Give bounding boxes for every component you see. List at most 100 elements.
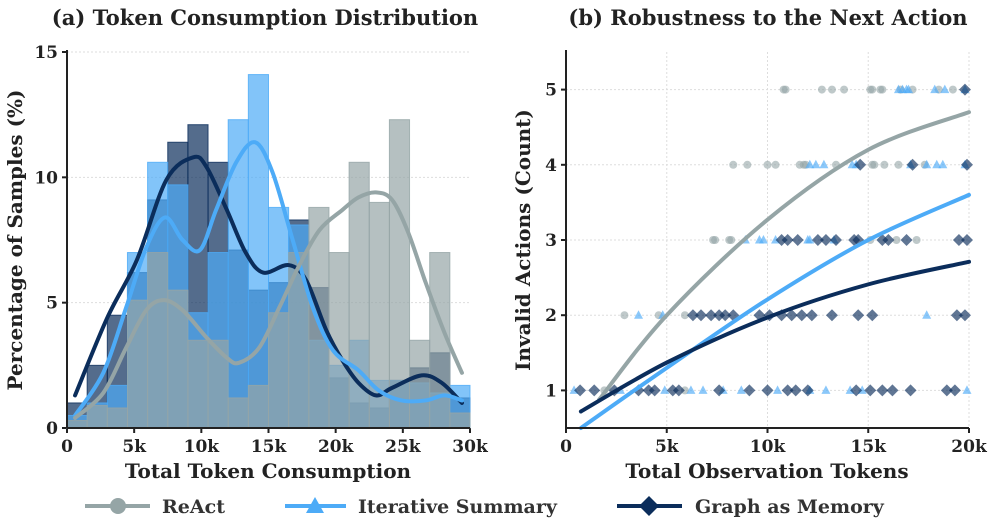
scatter-point <box>950 309 963 322</box>
y-tick-label: 1 <box>545 381 557 401</box>
scatter-point <box>866 309 879 322</box>
histogram-bar <box>147 252 169 429</box>
scatter-point <box>922 159 932 169</box>
scatter-point <box>789 384 802 397</box>
scatter-point <box>805 159 815 169</box>
scatter-point <box>830 234 843 246</box>
right-chart-title: (b) Robustness to the Next Action <box>568 5 967 30</box>
scatter-point <box>775 234 788 246</box>
histogram-bar <box>187 339 209 429</box>
scatter-point <box>713 309 726 322</box>
scatter-point <box>805 235 815 244</box>
x-tick-label: 10k <box>184 437 221 457</box>
scatter-point <box>882 234 895 246</box>
histogram-bar <box>247 74 270 429</box>
scatter-point <box>705 309 718 322</box>
scatter-point <box>758 235 768 244</box>
scatter-point <box>821 385 831 394</box>
x-tick-label: 10k <box>750 437 787 457</box>
kde-curve-react <box>73 190 464 420</box>
histogram-bar <box>106 407 128 429</box>
scatter-point <box>868 85 877 94</box>
kde-curve-graph-as-memory <box>73 154 464 405</box>
scatter-point <box>854 158 867 171</box>
y-tick-label: 5 <box>545 81 557 101</box>
scatter-point <box>795 309 808 322</box>
scatter-point <box>904 384 917 397</box>
scatter-point <box>642 384 655 397</box>
scatter-point <box>805 309 818 322</box>
histogram-bar <box>66 419 88 429</box>
scatter-point <box>743 160 752 169</box>
scatter-point <box>960 234 973 246</box>
scatter-point <box>711 236 720 244</box>
histogram-bar <box>227 397 249 429</box>
scatter-point <box>771 160 780 169</box>
circle-marker-icon <box>110 498 126 514</box>
scatter-point <box>773 385 783 394</box>
legend-label-graph-as-memory: Graph as Memory <box>695 496 885 518</box>
y-tick-label: 0 <box>46 419 58 439</box>
legend-item-graph-as-memory: Graph as Memory <box>617 496 885 518</box>
scatter-point <box>912 236 921 244</box>
scatter-point <box>695 309 708 322</box>
x-tick-label: 25k <box>385 437 422 457</box>
y-tick-label: 2 <box>545 306 557 326</box>
fit-curve-graph-as-memory <box>578 259 971 414</box>
scatter-point <box>819 234 832 246</box>
scatter-point <box>588 384 601 397</box>
scatter-point <box>574 384 587 397</box>
scatter-point <box>894 160 903 169</box>
scatter-point <box>781 85 790 94</box>
left-chart-title: (a) Token Consumption Distribution <box>52 5 478 30</box>
scatter-point <box>958 309 971 322</box>
scatter-point <box>940 84 950 94</box>
x-tick-label: 0 <box>61 437 73 457</box>
scatter-point <box>892 236 901 244</box>
right-y-axis-label: Invalid Actions (Count) <box>511 109 535 371</box>
scatter-point <box>743 384 756 397</box>
scatter-point <box>932 159 942 169</box>
scatter-point <box>811 234 824 246</box>
left-x-axis-label: Total Token Consumption <box>125 459 412 483</box>
scatter-point <box>713 384 726 397</box>
scatter-point <box>850 384 863 397</box>
scatter-point <box>781 234 794 246</box>
scatter-point <box>761 384 774 397</box>
scatter-point <box>680 311 689 320</box>
fit-curve-iterative-summary <box>578 192 971 430</box>
x-tick-label: 5k <box>655 437 680 457</box>
scatter-point <box>660 385 670 394</box>
scatter-point <box>686 385 696 394</box>
histogram-bar <box>126 299 149 429</box>
scatter-point <box>876 234 889 246</box>
scatter-point <box>736 385 746 394</box>
scatter-point <box>922 310 932 319</box>
x-tick-label: 20k <box>951 437 988 457</box>
scatter-point <box>852 309 865 322</box>
scatter-point <box>819 159 829 169</box>
triangle-marker-icon <box>306 497 324 513</box>
x-tick-label: 15k <box>851 437 888 457</box>
scatter-point <box>648 384 661 397</box>
scatter-point <box>948 85 957 94</box>
legend-label-iterative-summary: Iterative Summary <box>358 496 558 518</box>
y-tick-label: 15 <box>34 43 58 63</box>
scatter-point <box>878 85 887 94</box>
scatter-point <box>727 236 736 244</box>
scatter-point <box>680 386 689 395</box>
legend: ReAct Iterative Summary Graph as Memory <box>85 496 885 518</box>
y-tick-label: 4 <box>545 156 557 176</box>
histogram-bar <box>227 119 249 429</box>
scatter-point <box>763 160 772 169</box>
scatter-point <box>880 160 889 169</box>
left-y-axis-label: Percentage of Samples (%) <box>3 89 27 390</box>
histogram-bar <box>207 339 229 429</box>
left-histogram-plot: 0 5 10 15 0 5k 10k 15k 20k 25k 30k <box>34 43 489 457</box>
scatter-point <box>698 385 708 394</box>
scatter-point <box>785 309 798 322</box>
x-tick-label: 20k <box>318 437 355 457</box>
legend-item-iterative-summary: Iterative Summary <box>285 496 558 518</box>
scatter-point <box>811 159 821 169</box>
